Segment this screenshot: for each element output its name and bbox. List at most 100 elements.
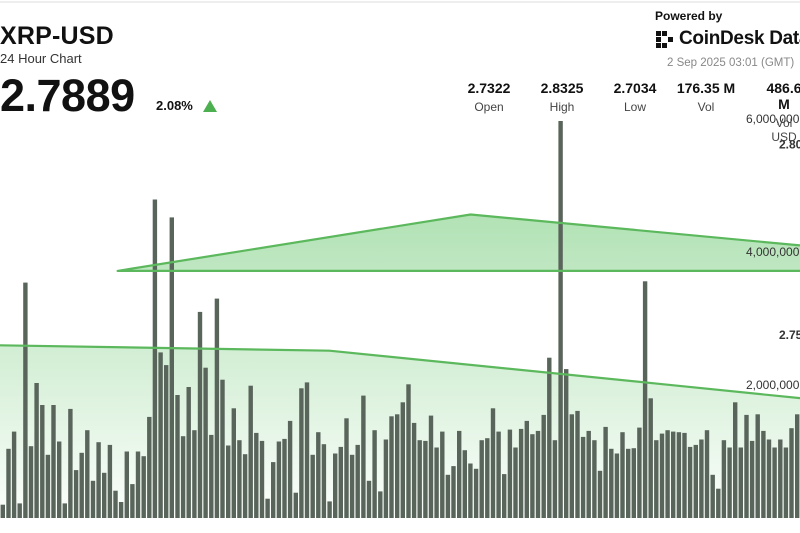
volume-bar xyxy=(704,430,710,518)
volume-bar xyxy=(434,447,439,518)
volume-bar xyxy=(473,468,479,518)
volume-bar xyxy=(333,453,338,518)
volume-bar xyxy=(530,434,535,518)
volume-bar xyxy=(637,427,642,518)
stat-open-label: Open xyxy=(474,100,504,114)
volume-bar xyxy=(6,448,11,518)
volume-bar xyxy=(451,466,456,518)
volume-bar xyxy=(772,447,777,518)
volume-bar xyxy=(40,405,45,518)
volume-bar xyxy=(192,430,197,518)
volume-bar xyxy=(248,385,253,518)
powered-by-label: Powered by xyxy=(655,9,723,23)
stat-low-value: 2.7034 xyxy=(613,80,657,96)
volume-bar xyxy=(676,432,682,518)
volume-bar xyxy=(502,474,507,518)
volume-bar xyxy=(626,448,631,518)
volume-bar xyxy=(783,447,789,518)
volume-bar xyxy=(68,408,73,518)
stat-high: 2.8325 High xyxy=(541,80,584,114)
volume-bar xyxy=(209,434,214,518)
stat-vol-label: Vol xyxy=(697,100,715,114)
volume-bar xyxy=(727,447,732,518)
volume-bar xyxy=(620,432,625,518)
volume-bar xyxy=(462,450,467,518)
stat-vol-usd-value: 486.6 M xyxy=(766,80,800,112)
volume-bar xyxy=(417,440,422,518)
volume-bar xyxy=(214,298,220,518)
volume-bar xyxy=(28,446,34,518)
volume-bar xyxy=(158,352,163,518)
volume-bar xyxy=(423,440,428,518)
chart-subtitle: 24 Hour Chart xyxy=(0,51,82,66)
volume-bar xyxy=(485,438,490,518)
volume-bar xyxy=(513,447,518,518)
volume-bar xyxy=(597,470,603,518)
stat-low: 2.7034 Low xyxy=(614,80,657,114)
volume-bar xyxy=(721,440,727,518)
volume-bar xyxy=(631,448,636,518)
volume-y-tick-label: 4,000,000 xyxy=(746,245,800,259)
volume-bar xyxy=(62,503,67,518)
volume-bar xyxy=(102,472,107,518)
stat-vol: 176.35 M Vol xyxy=(677,80,735,114)
stat-high-label: High xyxy=(549,100,575,114)
volume-y-tick-label: 2,000,000 xyxy=(746,378,800,392)
volume-bar xyxy=(299,388,304,518)
volume-bar xyxy=(226,445,231,518)
volume-bar xyxy=(716,488,721,518)
volume-bar xyxy=(496,431,501,518)
volume-bar xyxy=(766,439,772,518)
volume-bar xyxy=(603,426,608,518)
volume-bar xyxy=(642,281,648,518)
volume-bar xyxy=(569,414,574,518)
volume-bar xyxy=(552,440,558,518)
volume-bar xyxy=(693,444,698,518)
volume-bar xyxy=(541,414,546,518)
volume-y-tick-label: 6,000,000 xyxy=(746,112,800,126)
volume-bar xyxy=(440,431,445,518)
volume-bar xyxy=(659,433,665,518)
volume-bar xyxy=(378,491,383,518)
price-y-tick-label: 2.80 xyxy=(779,137,800,151)
volume-bar xyxy=(558,121,563,518)
volume-bar xyxy=(749,440,755,518)
volume-bar xyxy=(479,440,484,518)
volume-bar xyxy=(699,439,704,518)
volume-bar xyxy=(361,395,366,518)
volume-bar xyxy=(355,444,360,518)
volume-bar xyxy=(349,454,355,518)
volume-bar xyxy=(79,452,84,518)
volume-bar xyxy=(34,383,39,518)
volume-bar xyxy=(755,414,760,518)
volume-bar xyxy=(0,504,6,518)
volume-bar xyxy=(271,462,276,518)
volume-bar xyxy=(648,398,653,518)
volume-bar xyxy=(321,444,327,518)
volume-bar xyxy=(789,428,794,518)
timestamp: 2 Sep 2025 03:01 (GMT) xyxy=(667,57,795,69)
change-up-arrow-icon xyxy=(203,100,217,112)
volume-bar xyxy=(186,387,191,518)
volume-bar xyxy=(17,503,22,518)
stat-vol-usd-label: Vol USD xyxy=(771,116,797,144)
volume-bar xyxy=(457,430,462,518)
volume-bar xyxy=(344,418,349,518)
volume-bar xyxy=(795,414,800,518)
volume-bar xyxy=(682,432,687,518)
volume-bar xyxy=(254,432,259,518)
volume-bar xyxy=(282,438,287,518)
volume-bar xyxy=(507,429,513,518)
stat-high-value: 2.8325 xyxy=(540,80,584,96)
volume-bar xyxy=(237,440,242,518)
volume-bar xyxy=(778,439,783,518)
volume-bar xyxy=(383,439,389,518)
volume-bar xyxy=(445,474,451,518)
volume-bar xyxy=(231,408,236,518)
price-y-tick-label: 2.75 xyxy=(779,328,800,342)
volume-bar xyxy=(96,442,101,518)
volume-bar xyxy=(316,432,321,518)
volume-bar xyxy=(310,454,315,518)
volume-bar xyxy=(609,448,614,518)
price-change: 2.08% xyxy=(156,98,193,113)
